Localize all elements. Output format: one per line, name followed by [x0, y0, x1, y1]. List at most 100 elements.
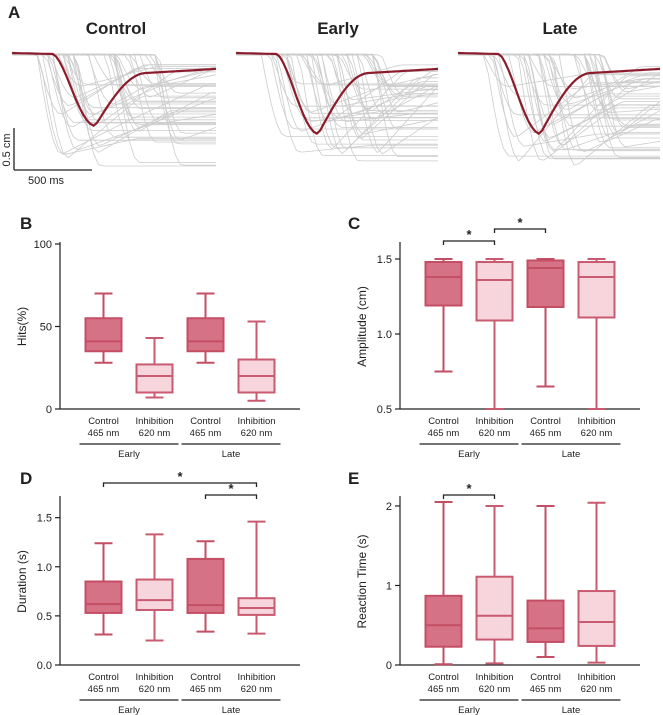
- box-iqr: [424, 261, 463, 307]
- condition-title-control: Control: [86, 19, 146, 38]
- box-2: [526, 504, 565, 659]
- trial-trace: [235, 53, 439, 139]
- group-label: Early: [118, 705, 140, 715]
- trial-trace: [11, 53, 216, 134]
- trial-trace: [235, 53, 439, 155]
- box-2: [186, 292, 225, 364]
- mean-trace: [457, 51, 661, 135]
- mean-trace: [11, 51, 217, 128]
- panel-label-b: B: [20, 214, 32, 233]
- category-label: Inhibition: [135, 416, 173, 427]
- group-label: Late: [562, 449, 581, 460]
- box-1: [475, 258, 514, 410]
- category-sublabel: 465 nm: [88, 428, 120, 439]
- box-2: [186, 540, 225, 633]
- trial-trace: [457, 53, 660, 142]
- category-sublabel: 620 nm: [479, 684, 511, 695]
- panel-label-a: A: [8, 3, 20, 22]
- significance-star: *: [517, 215, 523, 230]
- group-label: Early: [458, 449, 480, 460]
- category-label: Control: [190, 672, 221, 683]
- panel-label-e: E: [348, 469, 359, 488]
- box-1: [475, 504, 514, 665]
- trial-trace: [457, 53, 660, 116]
- category-label: Control: [88, 672, 119, 683]
- y-tick-label: 0: [386, 660, 392, 672]
- category-sublabel: 620 nm: [479, 428, 511, 439]
- category-label: Inhibition: [237, 672, 275, 683]
- significance-star: *: [228, 481, 234, 496]
- box-0: [84, 292, 123, 364]
- traces-control: [11, 51, 217, 167]
- panel-a: A Control Early Late 0.5 cm 500 ms: [1, 3, 661, 187]
- box-0: [84, 542, 123, 636]
- group-label: Early: [118, 449, 140, 460]
- box-3: [237, 520, 276, 635]
- category-sublabel: 620 nm: [241, 684, 273, 695]
- trial-trace: [235, 53, 438, 158]
- trial-trace: [235, 53, 438, 113]
- traces-late: [457, 51, 661, 166]
- significance-star: *: [466, 481, 472, 496]
- box-iqr: [424, 594, 463, 648]
- mean-trace: [235, 51, 439, 135]
- category-label: Control: [88, 416, 119, 427]
- box-1: [135, 337, 174, 399]
- category-label: Inhibition: [475, 416, 513, 427]
- category-label: Control: [530, 416, 561, 427]
- y-tick-label: 100: [34, 239, 52, 251]
- scale-bar-x-label: 500 ms: [28, 175, 65, 187]
- y-tick-label: 0: [46, 404, 52, 416]
- y-axis-label: Amplitude (cm): [355, 286, 369, 367]
- category-sublabel: 465 nm: [530, 684, 562, 695]
- significance-bracket: [493, 228, 547, 233]
- box-iqr: [237, 597, 276, 616]
- box-iqr: [475, 575, 514, 641]
- significance-bracket: [204, 494, 258, 499]
- box-iqr: [135, 578, 174, 611]
- box-iqr: [186, 317, 225, 353]
- y-tick-label: 2: [386, 501, 392, 513]
- box-iqr: [577, 590, 616, 647]
- trial-trace: [11, 53, 216, 155]
- category-label: Inhibition: [577, 672, 615, 683]
- scale-bar: 0.5 cm 500 ms: [1, 128, 92, 187]
- y-tick-label: 0.5: [37, 611, 52, 623]
- group-label: Early: [458, 705, 480, 715]
- category-sublabel: 620 nm: [241, 428, 273, 439]
- significance-star: *: [466, 227, 472, 242]
- trial-trace: [11, 53, 216, 155]
- scale-bar-y-label: 0.5 cm: [1, 133, 13, 166]
- box-iqr: [526, 599, 565, 643]
- y-tick-label: 1.0: [377, 329, 392, 341]
- trial-trace: [457, 53, 661, 143]
- traces-early: [235, 51, 439, 162]
- category-label: Inhibition: [237, 416, 275, 427]
- y-tick-label: 0.0: [37, 660, 52, 672]
- box-2: [526, 258, 565, 388]
- significance-star: *: [177, 469, 183, 484]
- category-label: Control: [530, 672, 561, 683]
- y-axis-label: Duration (s): [15, 550, 29, 613]
- y-tick-label: 50: [40, 322, 52, 334]
- box-iqr: [84, 317, 123, 353]
- category-sublabel: 620 nm: [139, 428, 171, 439]
- box-3: [577, 501, 616, 664]
- trial-trace: [11, 53, 216, 159]
- box-iqr: [577, 261, 616, 319]
- box-3: [237, 320, 276, 402]
- panel-label-c: C: [348, 214, 360, 233]
- group-label: Late: [222, 449, 241, 460]
- category-label: Inhibition: [135, 672, 173, 683]
- panel-label-d: D: [20, 469, 32, 488]
- category-sublabel: 620 nm: [581, 428, 613, 439]
- category-label: Control: [428, 672, 459, 683]
- trial-trace: [236, 53, 438, 101]
- box-1: [135, 533, 174, 642]
- category-label: Control: [190, 416, 221, 427]
- category-sublabel: 465 nm: [428, 428, 460, 439]
